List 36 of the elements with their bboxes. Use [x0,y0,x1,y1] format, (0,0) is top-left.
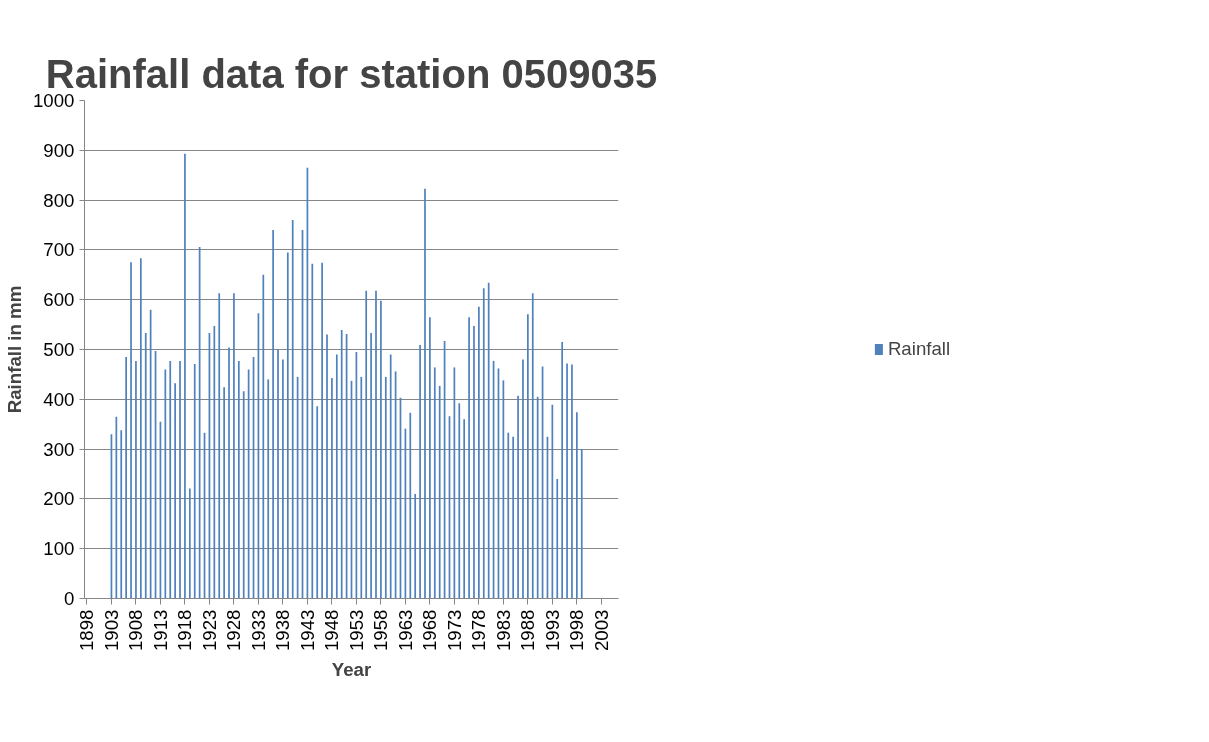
x-tick-label: 1918 [174,609,196,651]
x-tick-label: 1968 [419,609,441,651]
x-tick-label: 1993 [541,609,563,651]
y-tick-label: 400 [43,388,75,410]
x-tick-label: 1983 [492,609,514,651]
y-tick-label: 100 [43,538,75,560]
y-axis-title: Rainfall in mm [4,285,25,414]
x-tick-label: 1933 [247,609,269,651]
x-tick-label: 1948 [321,609,343,651]
x-tick-label: 1988 [517,609,539,651]
y-tick-label: 900 [43,139,75,161]
x-tick-label: 1938 [272,609,294,651]
y-tick-label: 500 [43,339,75,360]
x-tick-label: 1908 [125,609,147,651]
x-tick-label: 1928 [223,609,245,651]
y-tick-label: 300 [43,438,75,460]
x-tick-label: 1978 [468,609,490,651]
y-tick-label: 200 [43,488,75,510]
x-tick-label: 1998 [566,609,588,651]
y-tick-label: 700 [43,239,75,261]
x-axis-title: Year [331,659,372,680]
x-tick-label: 1898 [76,609,98,651]
x-tick-label: 1958 [370,609,392,651]
y-tick-label: 800 [43,189,75,211]
legend-label: Rainfall [887,338,951,360]
x-tick-label: 1913 [149,609,171,651]
x-tick-label: 1943 [296,609,318,651]
x-tick-label: 1973 [443,609,465,651]
x-tick-label: 1963 [394,609,416,651]
y-tick-label: 600 [43,289,75,311]
x-tick-label: 1923 [198,609,220,651]
x-tick-label: 1903 [100,609,122,651]
x-tick-label: 2003 [590,609,612,651]
y-tick-label: 1000 [33,90,75,111]
x-tick-label: 1953 [345,609,367,651]
y-tick-label: 0 [64,588,75,609]
